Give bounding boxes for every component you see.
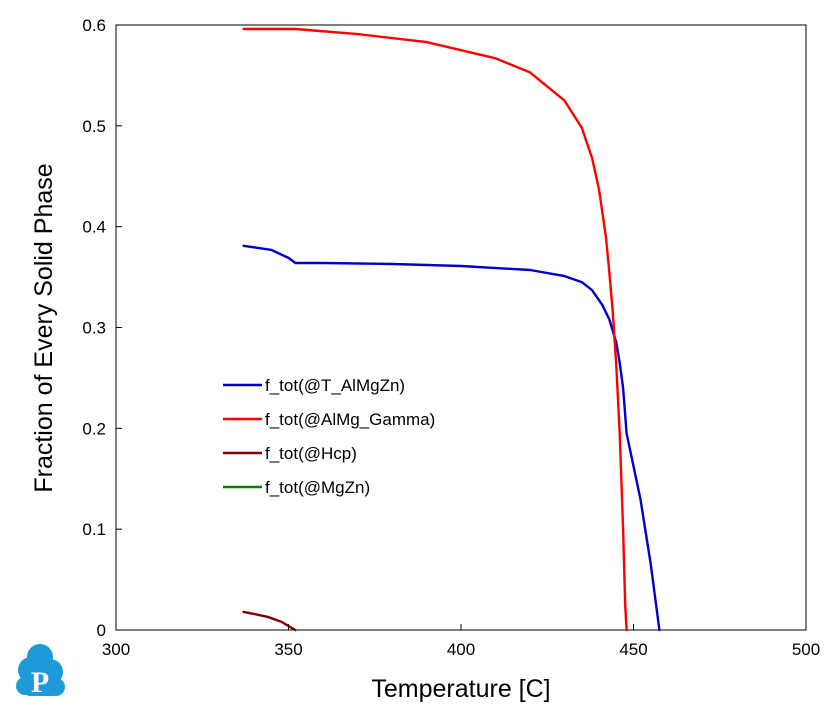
series-line-f-tot-t-almgzn <box>242 244 661 632</box>
x-axis-title: Temperature [C] <box>371 675 550 703</box>
x-axis: 300 350 400 450 500 <box>102 624 820 659</box>
x-tick-label: 500 <box>792 640 820 659</box>
x-tick-label: 300 <box>102 640 130 659</box>
plot-area <box>115 24 807 631</box>
y-tick-label: 0.1 <box>82 520 106 539</box>
y-tick-label: 0.6 <box>82 16 106 35</box>
x-tick-label: 450 <box>619 640 647 659</box>
y-axis: 0 0.1 0.2 0.3 0.4 0.5 0.6 <box>82 16 122 640</box>
logo-letter: P <box>31 666 49 699</box>
legend: f_tot(@T_AlMgZn) f_tot(@AlMg_Gamma) f_tot(… <box>223 376 435 497</box>
series-layer <box>242 27 661 632</box>
legend-label: f_tot(@MgZn) <box>265 478 370 497</box>
legend-label: f_tot(@AlMg_Gamma) <box>265 410 435 429</box>
y-tick-label: 0.2 <box>82 419 106 438</box>
y-axis-title: Fraction of Every Solid Phase <box>30 163 58 492</box>
y-tick-label: 0.5 <box>82 117 106 136</box>
y-tick-label: 0 <box>97 621 106 640</box>
series-line-f-tot-hcp <box>242 610 297 632</box>
legend-label: f_tot(@T_AlMgZn) <box>265 376 405 395</box>
logo-icon: P <box>16 644 65 699</box>
y-tick-label: 0.3 <box>82 319 106 338</box>
y-tick-label: 0.4 <box>82 218 106 237</box>
x-tick-label: 400 <box>447 640 475 659</box>
x-tick-label: 350 <box>274 640 302 659</box>
legend-label: f_tot(@Hcp) <box>265 444 357 463</box>
series-line-f-tot-almg-gamma <box>242 27 628 632</box>
